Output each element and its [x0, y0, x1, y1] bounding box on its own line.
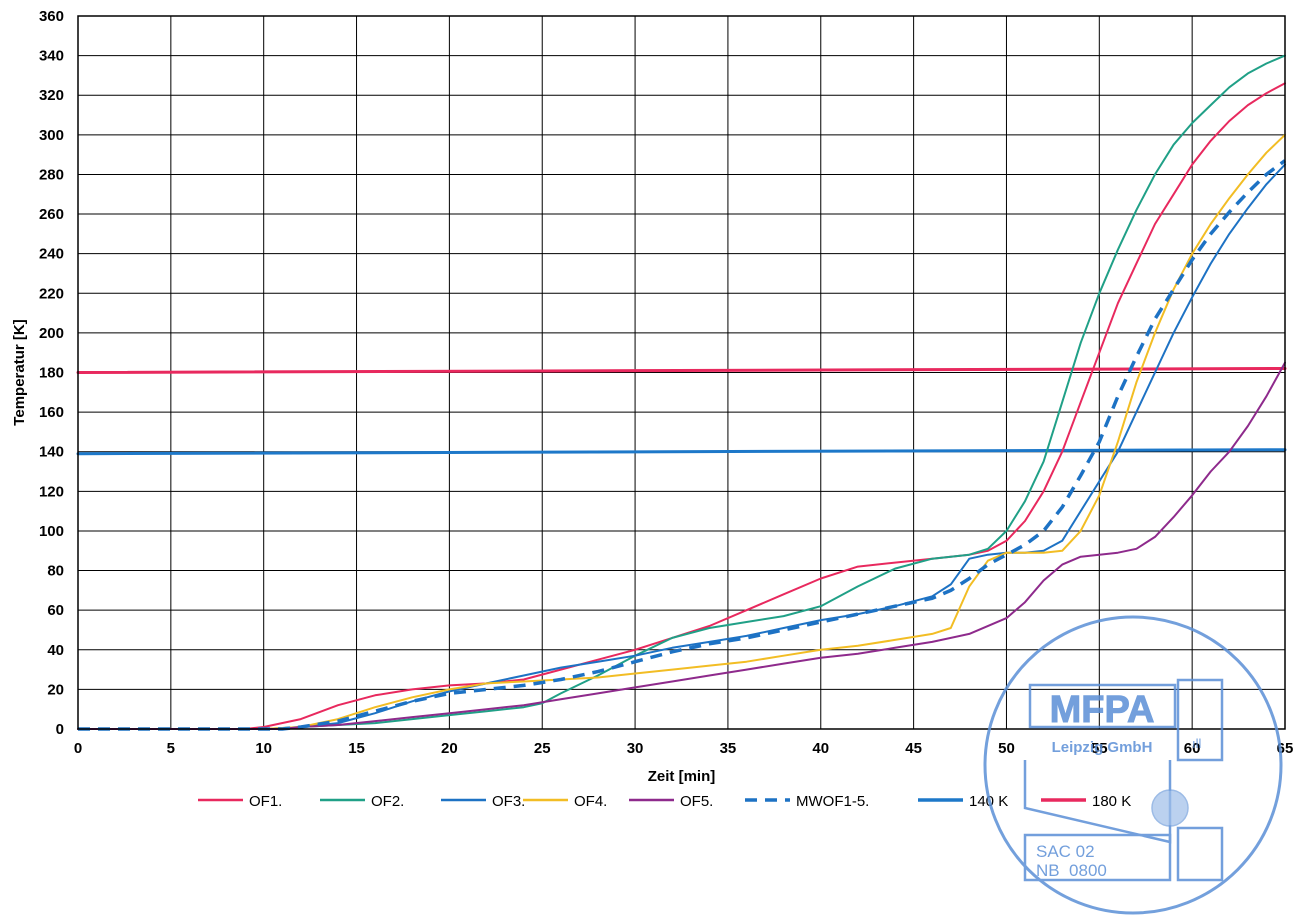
y-tick-label: 20	[47, 681, 64, 698]
series-line-140-k	[76, 448, 1287, 456]
x-axis-title: Zeit [min]	[648, 768, 716, 785]
y-tick-label: 200	[39, 325, 64, 342]
series-line-of1	[77, 82, 1286, 730]
x-tick-label: 20	[441, 740, 458, 757]
legend: OF1. OF2. OF3. OF4. OF5. MWOF1-5. 140 K 180 K	[198, 793, 1131, 810]
y-tick-label: 180	[39, 365, 64, 382]
y-tick-label: 100	[39, 523, 64, 540]
stamp-nb-text: NB 0800	[1036, 861, 1107, 880]
stamp-logo-text: MFPA	[1050, 689, 1155, 731]
plot-frame	[77, 15, 1286, 730]
x-tick-label: 15	[348, 740, 365, 757]
y-tick-label: 280	[39, 166, 64, 183]
x-axis-tick-labels: 0 5 10 15 20 25 30 35 40 45 50 55 60 65	[74, 740, 1294, 757]
series-line-of4	[77, 133, 1286, 730]
y-tick-label: 40	[47, 642, 64, 659]
x-tick-label: 25	[534, 740, 551, 757]
y-axis-tick-labels: 0 20 40 60 80 100 120 140 160 180 200 220 240 260 280 3…	[39, 8, 64, 738]
mfpa-stamp: MFPA Leipzig GmbH ıll SAC 02 NB 0800	[983, 615, 1283, 915]
x-tick-label: 5	[167, 740, 175, 757]
series-line-180-k	[76, 367, 1287, 374]
stamp-company-text: Leipzig GmbH	[1052, 739, 1153, 756]
x-tick-label: 50	[998, 740, 1015, 757]
y-tick-label: 80	[47, 563, 64, 580]
y-tick-label: 60	[47, 602, 64, 619]
series-line-mwof1-5	[78, 159, 1287, 731]
y-tick-label: 0	[56, 721, 64, 738]
legend-label: MWOF1-5.	[796, 793, 869, 810]
legend-label: OF5.	[680, 793, 713, 810]
x-tick-label: 10	[255, 740, 272, 757]
legend-label: OF3.	[492, 793, 525, 810]
y-tick-label: 160	[39, 404, 64, 421]
series-line-of5	[77, 361, 1286, 730]
legend-label: 180 K	[1092, 793, 1131, 810]
x-tick-label: 45	[905, 740, 922, 757]
x-tick-label: 60	[1184, 740, 1201, 757]
stamp-small-mark: ıll	[1192, 736, 1202, 751]
x-tick-label: 30	[627, 740, 644, 757]
y-tick-label: 220	[39, 285, 64, 302]
y-tick-label: 300	[39, 127, 64, 144]
y-tick-label: 320	[39, 87, 64, 104]
legend-label: OF2.	[371, 793, 404, 810]
y-axis-title: Temperatur [K]	[11, 319, 28, 425]
y-tick-label: 340	[39, 48, 64, 65]
legend-label: OF1.	[249, 793, 282, 810]
x-tick-label: 55	[1091, 740, 1108, 757]
series-lines	[76, 54, 1287, 731]
y-tick-label: 140	[39, 444, 64, 461]
y-tick-label: 260	[39, 206, 64, 223]
grid	[77, 15, 1286, 730]
y-tick-label: 120	[39, 483, 64, 500]
stamp-sac-text: SAC 02	[1036, 842, 1095, 861]
x-tick-label: 0	[74, 740, 82, 757]
x-tick-label: 40	[812, 740, 829, 757]
y-tick-label: 360	[39, 8, 64, 25]
legend-label: OF4.	[574, 793, 607, 810]
y-tick-label: 240	[39, 246, 64, 263]
series-line-of3	[77, 163, 1286, 730]
x-tick-label: 35	[720, 740, 737, 757]
series-line-of2	[77, 54, 1286, 730]
